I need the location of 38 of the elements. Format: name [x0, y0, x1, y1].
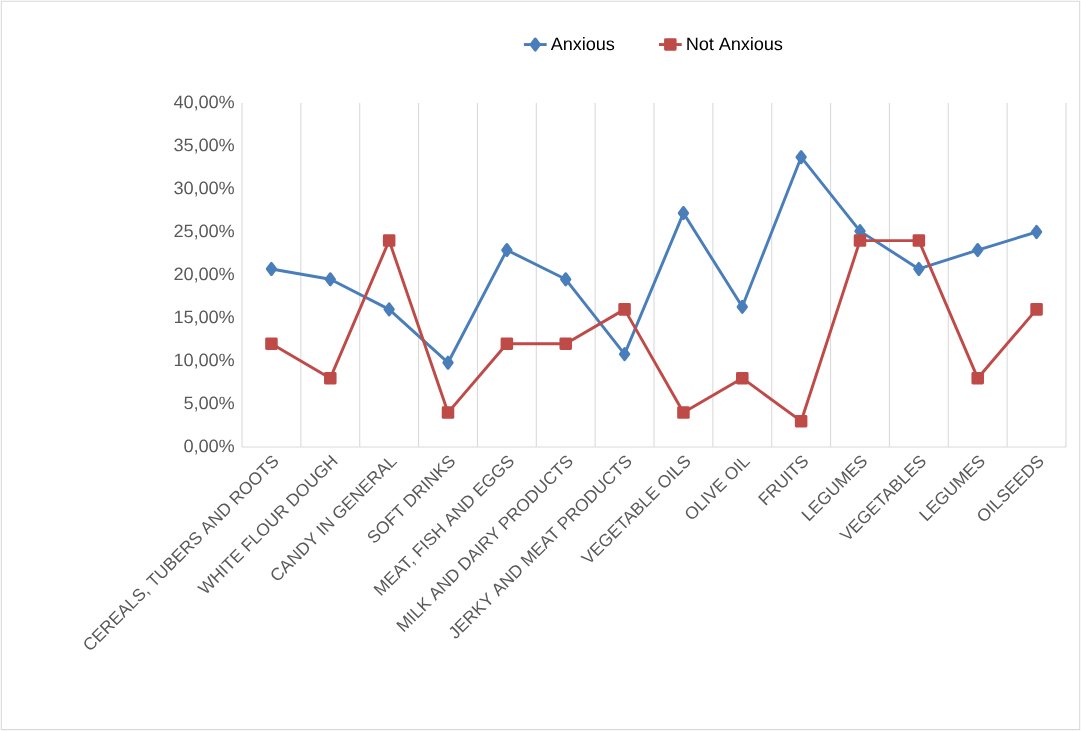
point — [265, 261, 278, 277]
point — [324, 371, 337, 385]
point — [913, 261, 925, 277]
point — [560, 272, 572, 287]
y-tick-label: 5,00% — [184, 396, 234, 412]
y-tick-label: 25,00% — [174, 224, 234, 240]
point — [442, 355, 454, 370]
point — [501, 242, 513, 258]
point — [972, 242, 984, 258]
point — [383, 302, 395, 317]
y-tick-label: 10,00% — [174, 353, 234, 369]
point — [441, 406, 455, 419]
point — [736, 299, 748, 314]
point — [618, 303, 631, 316]
point — [736, 371, 749, 385]
point — [324, 272, 336, 287]
point — [677, 406, 690, 419]
y-tick-label: 0,00% — [184, 439, 234, 455]
point — [971, 371, 984, 385]
legend-label: Not Anxious — [687, 37, 783, 51]
point — [265, 337, 278, 351]
point — [912, 234, 926, 247]
point — [795, 150, 807, 165]
legend-label: Anxious — [550, 37, 615, 51]
point — [1030, 224, 1043, 240]
point — [1030, 303, 1043, 316]
point — [500, 337, 514, 351]
y-tick-label: 15,00% — [174, 310, 234, 326]
y-tick-label: 30,00% — [174, 181, 234, 197]
point — [382, 234, 396, 247]
y-tick-label: 35,00% — [174, 138, 234, 154]
point — [618, 347, 631, 362]
y-tick-label: 20,00% — [174, 267, 234, 283]
y-tick-label: 40,00% — [174, 95, 234, 111]
point — [853, 234, 867, 247]
point — [677, 206, 690, 221]
point — [794, 414, 808, 428]
point — [559, 337, 572, 351]
